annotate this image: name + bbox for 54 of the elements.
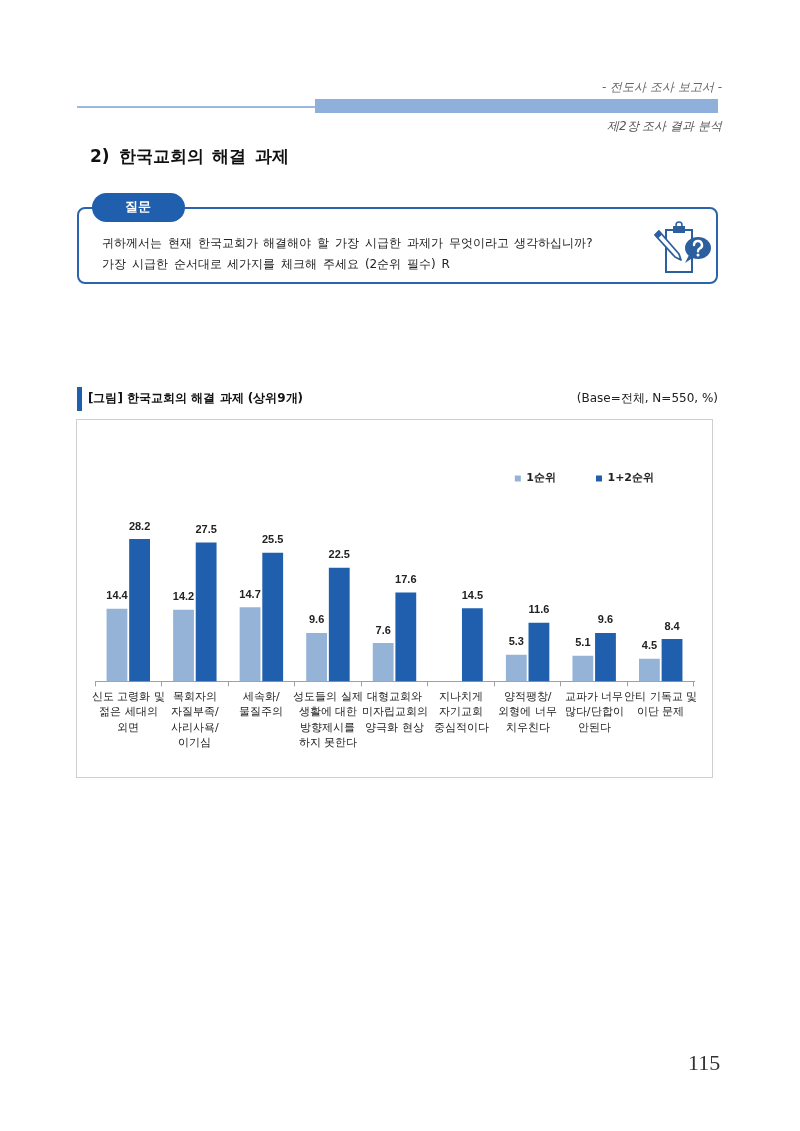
bar [195, 542, 217, 682]
text: 제2장 조사 결과 분석 [606, 119, 722, 134]
x-tick-label: 신도 고령화 및 젊은 세대의 외면 [91, 689, 165, 734]
x-tick-label: 목회자의 자질부족/ 사리사욕/ 이기심 [170, 689, 219, 750]
bar [661, 639, 683, 682]
bar [328, 567, 350, 682]
legend-label: 1순위 [526, 471, 556, 485]
bar [173, 609, 194, 682]
data-label: 7.6 [375, 623, 391, 636]
x-tick-label: 대형교회와 미자립교회의 양극화 현상 [361, 689, 428, 734]
data-label: 5.3 [508, 635, 524, 648]
data-label: 5.1 [575, 636, 591, 649]
x-tick-label: 교파가 너무 많다/단합이 안된다 [564, 689, 624, 734]
text: 질문 [125, 199, 151, 215]
data-label: 9.6 [308, 613, 325, 626]
data-label: 9.6 [597, 613, 614, 626]
bar [528, 622, 550, 682]
data-label: 14.5 [461, 588, 484, 601]
bar [505, 654, 527, 682]
data-label: 4.5 [641, 639, 658, 652]
bar [306, 632, 328, 682]
bar [395, 592, 417, 682]
x-tick-label: 지나치게 자기교회 중심적이다 [433, 689, 489, 734]
bar [372, 643, 394, 682]
bar [639, 658, 660, 682]
bar [461, 608, 483, 682]
data-label: 27.5 [195, 523, 217, 536]
data-label: 17.6 [395, 573, 417, 586]
data-label: 14.2 [172, 590, 195, 603]
data-label: 25.5 [261, 533, 284, 546]
x-tick-label: 안티 기독교 및 이단 문제 [624, 689, 698, 719]
bar [129, 539, 150, 682]
text: (Base=전체, N=550, %) [576, 391, 718, 406]
bar [239, 607, 261, 682]
data-label: 11.6 [528, 603, 550, 616]
bar [262, 552, 284, 682]
text: - 전도사 조사 보고서 - [602, 80, 722, 95]
text: 귀하께서는 현재 한국교회가 해결해야 할 가장 시급한 과제가 무엇이라고 생각하십니까? [102, 236, 593, 251]
data-label: 8.4 [664, 619, 681, 632]
x-tick-label: 양적팽창/ 외형에 너무 치우친다 [498, 689, 557, 734]
text: 115 [688, 1050, 721, 1077]
bar [572, 655, 594, 682]
x-tick-label: 세속화/ 물질주의 [239, 689, 284, 719]
text: 2) 한국교회의 해결 과제 [90, 146, 290, 167]
data-label: 22.5 [328, 548, 350, 561]
data-label: 14.4 [106, 589, 129, 602]
bar [595, 632, 616, 682]
data-label: 14.7 [239, 587, 261, 600]
x-tick-label: 성도들의 실제 생활에 대한 방향제시를 하지 못한다 [293, 689, 363, 750]
legend-label: 1+2순위 [607, 471, 655, 485]
bar [106, 608, 128, 682]
chart-title: [그림] 한국교회의 해결 과제 (상위9개) [88, 391, 303, 406]
data-label: 28.2 [128, 519, 151, 532]
text: 가장 시급한 순서대로 세가지를 체크해 주세요 (2순위 필수) R [102, 257, 450, 272]
